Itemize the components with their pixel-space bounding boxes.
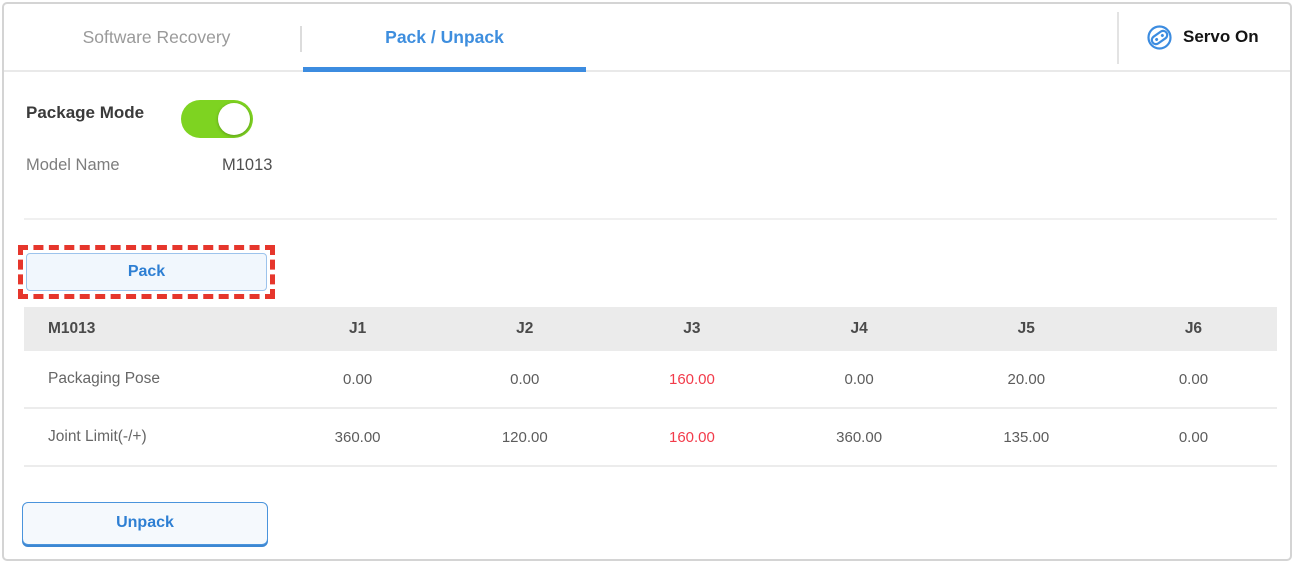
row-label: Packaging Pose xyxy=(48,370,161,387)
cell-value: 360.00 xyxy=(334,428,381,446)
table-header-row: M1013 J1 J2 J3 J4 J5 J6 xyxy=(24,307,1277,351)
joint-table: M1013 J1 J2 J3 J4 J5 J6 Packaging Pose 0… xyxy=(24,307,1277,467)
servo-on-label: Servo On xyxy=(1183,27,1259,46)
cell-value: 20.00 xyxy=(1007,370,1046,388)
unpack-button[interactable]: Unpack xyxy=(22,502,268,545)
cell-value: 120.00 xyxy=(501,428,548,446)
cell-value: 0.00 xyxy=(1178,370,1209,388)
column-header-j2: J2 xyxy=(516,320,534,337)
model-name-label: Model Name xyxy=(26,156,120,174)
column-header-j4: J4 xyxy=(850,320,868,337)
column-header-j5: J5 xyxy=(1017,320,1035,337)
section-divider xyxy=(24,218,1277,220)
table-row-packaging-pose: Packaging Pose 0.00 0.00 160.00 0.00 20.… xyxy=(24,351,1277,409)
active-tab-underline xyxy=(303,67,586,72)
servo-on-button[interactable]: Servo On xyxy=(1136,4,1269,70)
servo-link-icon xyxy=(1146,24,1173,51)
tab-software-recovery[interactable]: Software Recovery xyxy=(82,27,231,47)
pack-button[interactable]: Pack xyxy=(26,253,267,291)
cell-value: 0.00 xyxy=(1178,428,1209,446)
row-label: Joint Limit(-/+) xyxy=(48,428,147,445)
cell-value: 360.00 xyxy=(836,428,883,446)
cell-value-alert: 160.00 xyxy=(668,428,715,446)
cell-value: 0.00 xyxy=(342,370,373,388)
cell-value: 135.00 xyxy=(1003,428,1050,446)
column-header-model: M1013 xyxy=(48,320,96,337)
tab-divider xyxy=(300,26,302,52)
table-row-joint-limit: Joint Limit(-/+) 360.00 120.00 160.00 36… xyxy=(24,409,1277,467)
tab-bar: Software Recovery Pack / Unpack Se xyxy=(4,4,1290,72)
toggle-knob xyxy=(218,103,250,135)
column-header-j6: J6 xyxy=(1184,320,1203,337)
package-mode-label: Package Mode xyxy=(26,103,145,122)
cell-value: 0.00 xyxy=(844,370,874,388)
cell-value: 0.00 xyxy=(510,370,540,388)
column-header-j1: J1 xyxy=(348,320,367,337)
header-divider xyxy=(1117,12,1119,64)
tab-pack-unpack[interactable]: Pack / Unpack xyxy=(385,27,504,47)
package-mode-toggle[interactable] xyxy=(181,100,253,138)
model-name-value: M1013 xyxy=(222,156,273,174)
column-header-j3: J3 xyxy=(683,320,701,337)
cell-value-alert: 160.00 xyxy=(668,370,715,388)
